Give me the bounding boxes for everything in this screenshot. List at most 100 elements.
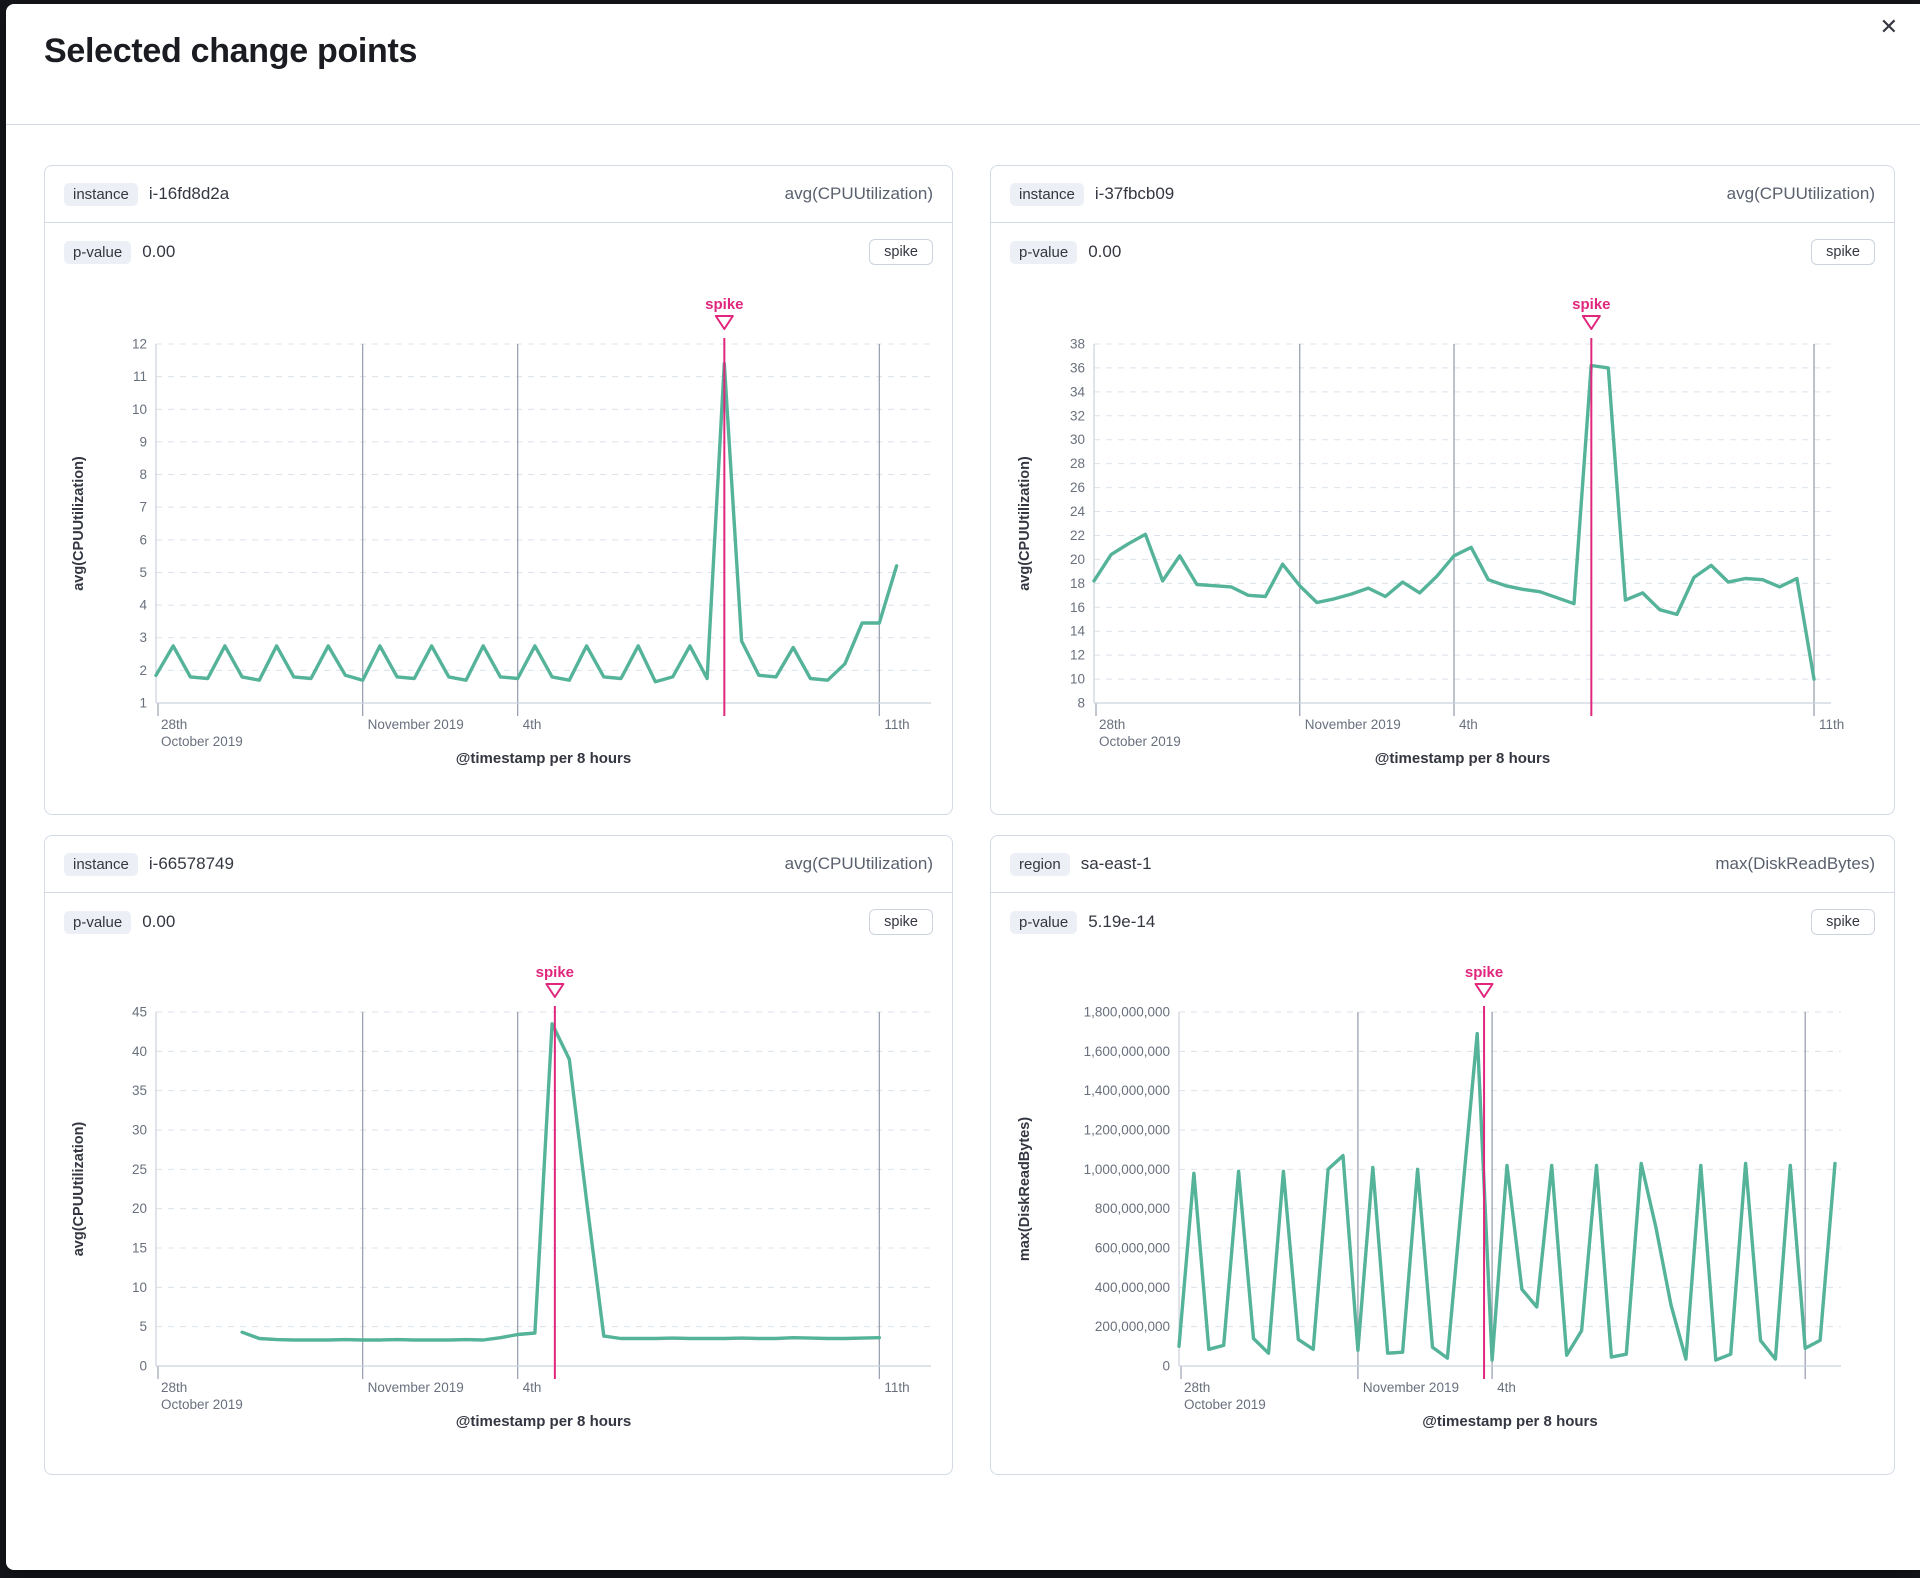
svg-text:4th: 4th [1497,1380,1516,1395]
svg-text:1,400,000,000: 1,400,000,000 [1084,1083,1170,1098]
field-value: i-16fd8d2a [148,184,230,203]
svg-text:30: 30 [1070,432,1085,447]
svg-text:4th: 4th [523,717,542,732]
p-value-badge: p-value [64,240,132,264]
svg-text:spike: spike [1572,296,1610,313]
panel-header: instance i-66578749 avg(CPUUtilization) [45,836,952,893]
field-badge: region [1010,852,1070,876]
selected-change-points-modal: Selected change points ✕ instance i-16fd… [6,4,1920,1570]
svg-text:November 2019: November 2019 [368,717,464,732]
svg-text:16: 16 [1070,600,1085,615]
svg-text:24: 24 [1070,504,1086,519]
p-value-badge: p-value [1010,910,1078,934]
svg-text:20: 20 [132,1201,147,1216]
field-badge: instance [64,852,138,876]
svg-text:28th: 28th [161,1380,187,1395]
svg-text:November 2019: November 2019 [1363,1380,1459,1395]
svg-text:avg(CPUUtilization): avg(CPUUtilization) [71,456,87,591]
svg-text:11th: 11th [884,1380,909,1395]
svg-text:4: 4 [139,598,147,613]
svg-text:@timestamp per 8 hours: @timestamp per 8 hours [456,750,632,767]
change-point-panel: instance i-66578749 avg(CPUUtilization) … [44,835,953,1475]
svg-text:25: 25 [132,1162,147,1177]
svg-text:36: 36 [1070,360,1085,375]
field-badge: instance [64,182,138,206]
metric-label: max(DiskReadBytes) [1715,854,1875,873]
svg-text:28: 28 [1070,456,1085,471]
change-point-type-button[interactable]: spike [869,239,933,265]
svg-text:November 2019: November 2019 [1305,717,1401,732]
svg-text:12: 12 [132,337,147,352]
panel-header: instance i-37fbcb09 avg(CPUUtilization) [991,166,1894,223]
panel-header: region sa-east-1 max(DiskReadBytes) [991,836,1894,893]
modal-body: instance i-16fd8d2a avg(CPUUtilization) … [6,125,1920,1570]
svg-text:November 2019: November 2019 [368,1380,464,1395]
svg-text:11: 11 [133,369,147,384]
svg-text:28th: 28th [1099,717,1125,732]
svg-text:1,600,000,000: 1,600,000,000 [1084,1044,1170,1059]
metric-label: avg(CPUUtilization) [784,854,933,873]
svg-text:34: 34 [1070,384,1086,399]
svg-text:October 2019: October 2019 [1099,734,1181,749]
p-value: 0.00 [142,912,176,931]
p-value: 0.00 [142,242,176,261]
svg-text:40: 40 [132,1044,147,1059]
svg-text:35: 35 [132,1083,147,1098]
svg-text:10: 10 [132,1280,147,1295]
svg-text:spike: spike [705,296,743,313]
svg-text:avg(CPUUtilization): avg(CPUUtilization) [1017,456,1033,591]
svg-text:@timestamp per 8 hours: @timestamp per 8 hours [1375,750,1551,767]
svg-text:400,000,000: 400,000,000 [1095,1280,1170,1295]
svg-text:11th: 11th [884,717,909,732]
svg-text:200,000,000: 200,000,000 [1095,1319,1170,1334]
svg-text:3: 3 [139,630,147,645]
panel-subheader: p-value 0.00 spike [45,223,952,281]
svg-text:8: 8 [139,467,147,482]
change-point-type-button[interactable]: spike [1811,239,1875,265]
svg-text:0: 0 [139,1359,147,1374]
svg-text:5: 5 [139,565,147,580]
p-value-badge: p-value [1010,240,1078,264]
change-point-panel: instance i-37fbcb09 avg(CPUUtilization) … [990,165,1895,815]
svg-text:1,000,000,000: 1,000,000,000 [1084,1162,1170,1177]
svg-text:28th: 28th [1184,1380,1210,1395]
svg-text:1,800,000,000: 1,800,000,000 [1084,1005,1170,1020]
svg-text:October 2019: October 2019 [161,1397,243,1412]
svg-text:14: 14 [1070,624,1086,639]
svg-text:October 2019: October 2019 [161,734,243,749]
page-title: Selected change points [44,32,418,70]
metric-label: avg(CPUUtilization) [1726,184,1875,203]
panel-header: instance i-16fd8d2a avg(CPUUtilization) [45,166,952,223]
svg-text:1: 1 [139,696,147,711]
field-value: i-66578749 [148,854,234,873]
svg-text:10: 10 [132,402,147,417]
svg-text:45: 45 [132,1005,147,1020]
svg-text:10: 10 [1070,672,1085,687]
change-point-panel: instance i-16fd8d2a avg(CPUUtilization) … [44,165,953,815]
svg-text:spike: spike [1465,964,1503,981]
svg-text:spike: spike [536,964,574,981]
close-icon[interactable]: ✕ [1879,14,1898,39]
svg-text:5: 5 [139,1319,147,1334]
svg-text:6: 6 [139,532,147,547]
svg-text:600,000,000: 600,000,000 [1095,1241,1170,1256]
svg-text:800,000,000: 800,000,000 [1095,1201,1170,1216]
p-value-badge: p-value [64,910,132,934]
svg-text:32: 32 [1070,408,1085,423]
svg-text:15: 15 [132,1241,147,1256]
svg-text:26: 26 [1070,480,1085,495]
svg-text:@timestamp per 8 hours: @timestamp per 8 hours [1422,1413,1598,1430]
svg-text:@timestamp per 8 hours: @timestamp per 8 hours [456,1413,632,1430]
svg-text:30: 30 [132,1123,147,1138]
svg-text:18: 18 [1070,576,1085,591]
svg-text:12: 12 [1070,648,1085,663]
change-point-type-button[interactable]: spike [869,909,933,935]
svg-text:22: 22 [1070,528,1085,543]
metric-label: avg(CPUUtilization) [784,184,933,203]
modal-header: Selected change points ✕ [6,4,1920,125]
panel-subheader: p-value 0.00 spike [45,893,952,951]
change-point-type-button[interactable]: spike [1811,909,1875,935]
p-value: 0.00 [1088,242,1122,261]
field-value: sa-east-1 [1080,854,1152,873]
svg-text:October 2019: October 2019 [1184,1397,1266,1412]
